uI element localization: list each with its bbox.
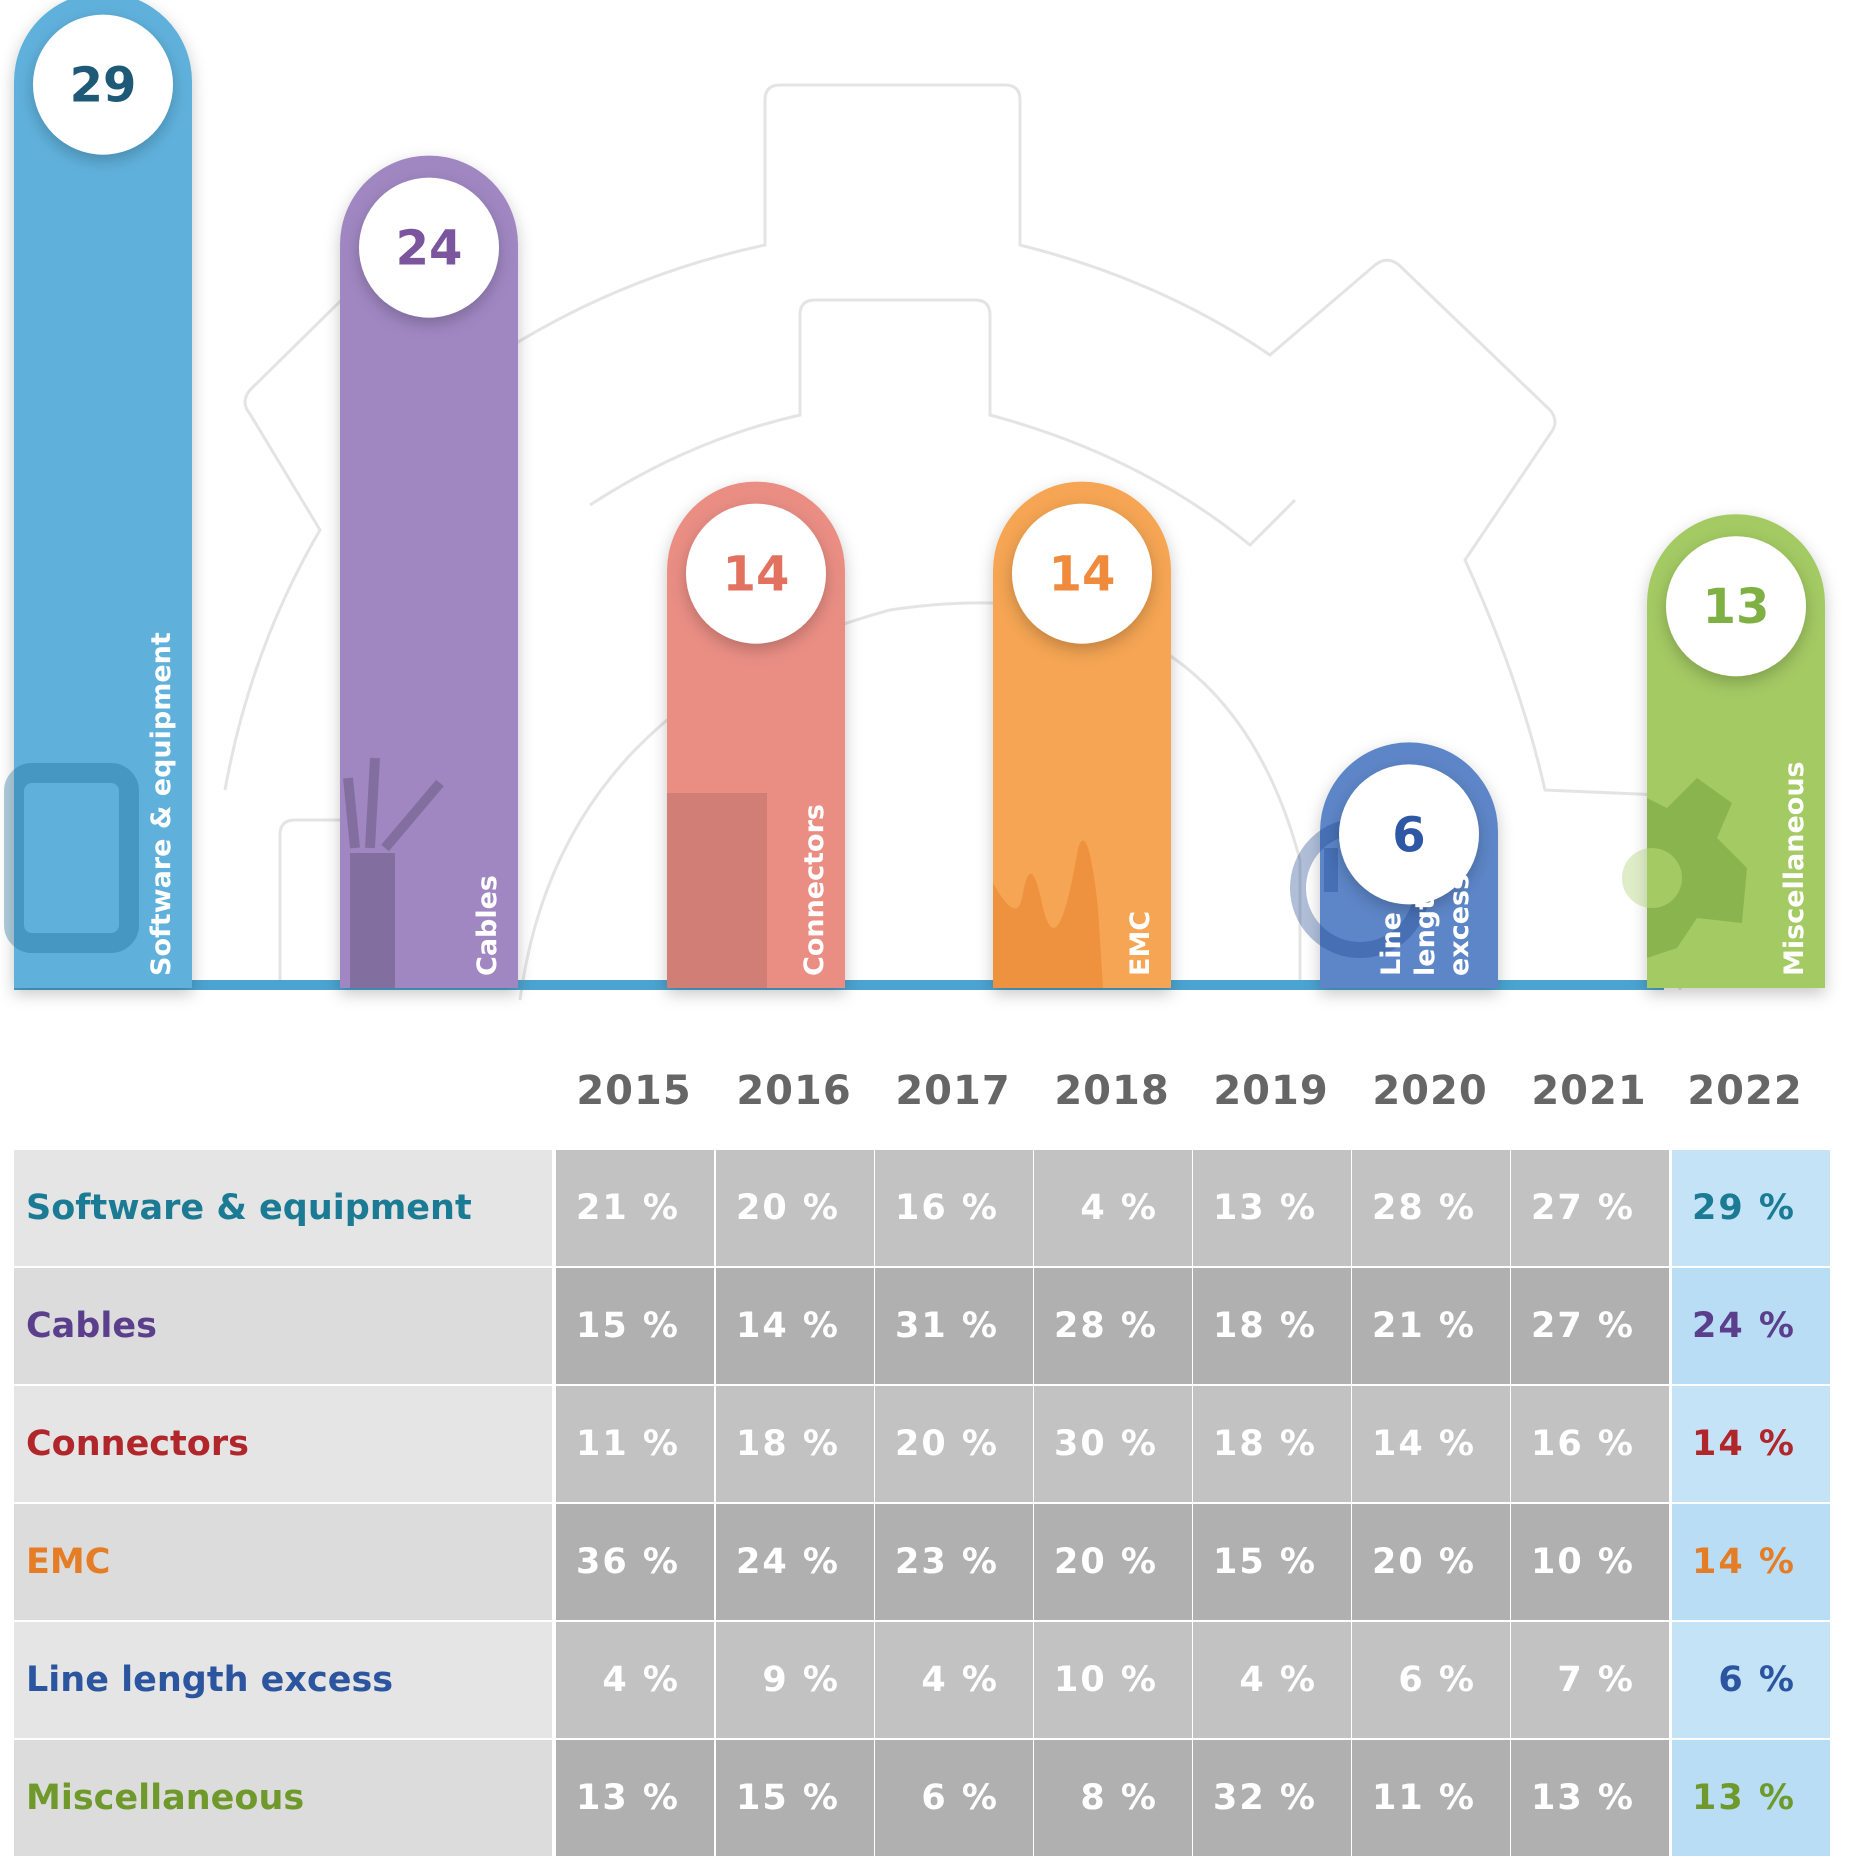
year-header-2018: 2018 bbox=[1054, 1068, 1170, 1114]
year-header-2020: 2020 bbox=[1372, 1068, 1488, 1114]
bar-value-4: 14 bbox=[1049, 547, 1116, 603]
table-row: Cables 15 % 14 % 31 % 28 % 18 % 21 % 27 % 24 % bbox=[14, 1268, 1830, 1384]
bar-chart: 29 Software & equipment 24 Cables 14 Connecto… bbox=[4, 0, 1825, 1001]
bar-label-3: Connectors bbox=[799, 804, 830, 976]
table-cell: 13 % bbox=[1511, 1740, 1669, 1856]
table-cell: 14 % bbox=[716, 1268, 874, 1384]
cable-icon bbox=[343, 757, 444, 988]
table-cell: 10 % bbox=[1034, 1622, 1192, 1738]
value-badge-6 bbox=[1666, 536, 1806, 677]
signal-wave-icon bbox=[993, 840, 1103, 988]
year-header-2021: 2021 bbox=[1531, 1068, 1647, 1114]
table-cell: 6 % bbox=[875, 1740, 1033, 1856]
table-row: Connectors 11 % 18 % 20 % 30 % 18 % 14 % 16 % 14… bbox=[14, 1386, 1830, 1502]
table-cell: 8 % bbox=[1034, 1740, 1192, 1856]
table-row: EMC 36 % 24 % 23 % 20 % 15 % 20 % 10 % 14 % bbox=[14, 1504, 1830, 1620]
table-cell: 29 % bbox=[1672, 1150, 1830, 1266]
table-cell: 18 % bbox=[1193, 1268, 1351, 1384]
row-label: EMC bbox=[14, 1504, 552, 1620]
table-cell: 4 % bbox=[875, 1622, 1033, 1738]
bar-label-2: Cables bbox=[472, 875, 503, 976]
table-cell: 4 % bbox=[1193, 1622, 1351, 1738]
row-label: Cables bbox=[14, 1268, 552, 1384]
value-badge-1 bbox=[33, 14, 173, 155]
table-row: Miscellaneous 13 % 15 % 6 % 8 % 32 % 11 % 13 % 1… bbox=[14, 1740, 1830, 1856]
value-badge-4 bbox=[1012, 503, 1152, 644]
bar-1 bbox=[14, 0, 192, 988]
table-cell: 36 % bbox=[556, 1504, 714, 1620]
table-cell: 6 % bbox=[1352, 1622, 1510, 1738]
table-cell: 15 % bbox=[556, 1268, 714, 1384]
table-row: Software & equipment 21 % 20 % 16 % 4 % 13 % 2… bbox=[14, 1150, 1830, 1266]
table-cell: 9 % bbox=[716, 1622, 874, 1738]
table-cell: 28 % bbox=[1352, 1150, 1510, 1266]
table-cell: 18 % bbox=[1193, 1386, 1351, 1502]
table-cell: 32 % bbox=[1193, 1740, 1351, 1856]
table-cell: 15 % bbox=[1193, 1504, 1351, 1620]
bar-value-5: 6 bbox=[1392, 807, 1425, 863]
bar-label-1: Software & equipment bbox=[146, 632, 177, 976]
table-cell: 14 % bbox=[1672, 1386, 1830, 1502]
table-cell: 21 % bbox=[556, 1150, 714, 1266]
year-header-2022: 2022 bbox=[1687, 1068, 1803, 1114]
background-gear-icon bbox=[223, 83, 1682, 1001]
year-header-2019: 2019 bbox=[1213, 1068, 1329, 1114]
bar-label-5-1: Line bbox=[1376, 912, 1407, 976]
year-header-2017: 2017 bbox=[895, 1068, 1011, 1114]
table-cell: 24 % bbox=[1672, 1268, 1830, 1384]
bars-group: 29 Software & equipment 24 Cables 14 Connecto… bbox=[4, 0, 1825, 990]
table-cell: 30 % bbox=[1034, 1386, 1192, 1502]
row-label: Miscellaneous bbox=[14, 1740, 552, 1856]
table-row: Line length excess 4 % 9 % 4 % 10 % 4 % 6 % 7 %… bbox=[14, 1622, 1830, 1738]
bar-label-4: EMC bbox=[1125, 911, 1156, 976]
table-cell: 11 % bbox=[1352, 1740, 1510, 1856]
bar-value-6: 13 bbox=[1703, 579, 1770, 635]
value-badge-3 bbox=[686, 503, 826, 644]
table-cell: 14 % bbox=[1352, 1386, 1510, 1502]
table-cell: 20 % bbox=[1034, 1504, 1192, 1620]
table-cell: 31 % bbox=[875, 1268, 1033, 1384]
gear-icon bbox=[1622, 778, 1747, 958]
table-cell: 11 % bbox=[556, 1386, 714, 1502]
table-cell: 20 % bbox=[875, 1386, 1033, 1502]
table-cell: 21 % bbox=[1352, 1268, 1510, 1384]
table-cell: 20 % bbox=[716, 1150, 874, 1266]
table-cell: 27 % bbox=[1511, 1150, 1669, 1266]
table-cell: 6 % bbox=[1672, 1622, 1830, 1738]
table-cell: 23 % bbox=[875, 1504, 1033, 1620]
bar-value-1: 29 bbox=[70, 58, 137, 114]
value-badge-2 bbox=[359, 177, 499, 318]
table-cell: 20 % bbox=[1352, 1504, 1510, 1620]
table-cell: 16 % bbox=[1511, 1386, 1669, 1502]
bar-value-3: 14 bbox=[723, 547, 790, 603]
row-label: Connectors bbox=[14, 1386, 552, 1502]
connector-icon bbox=[667, 793, 767, 988]
monitor-icon bbox=[4, 763, 139, 953]
table-cell: 16 % bbox=[875, 1150, 1033, 1266]
table-cell: 18 % bbox=[716, 1386, 874, 1502]
table-cell: 7 % bbox=[1511, 1622, 1669, 1738]
row-label: Software & equipment bbox=[14, 1150, 552, 1266]
year-header-2015: 2015 bbox=[576, 1068, 692, 1114]
table-cell: 10 % bbox=[1511, 1504, 1669, 1620]
bar-label-6: Miscellaneous bbox=[1779, 761, 1810, 976]
value-badge-5 bbox=[1339, 764, 1479, 905]
table-cell: 13 % bbox=[1672, 1740, 1830, 1856]
table-cell: 14 % bbox=[1672, 1504, 1830, 1620]
bar-value-2: 24 bbox=[396, 221, 463, 277]
year-header-2016: 2016 bbox=[736, 1068, 852, 1114]
table-cell: 13 % bbox=[1193, 1150, 1351, 1266]
table-cell: 28 % bbox=[1034, 1268, 1192, 1384]
table-cell: 24 % bbox=[716, 1504, 874, 1620]
bar-label-5-3: excess bbox=[1444, 874, 1475, 976]
table-cell: 15 % bbox=[716, 1740, 874, 1856]
table-cell: 4 % bbox=[556, 1622, 714, 1738]
bar-2 bbox=[340, 155, 518, 989]
table-cell: 27 % bbox=[1511, 1268, 1669, 1384]
table-cell: 4 % bbox=[1034, 1150, 1192, 1266]
table-cell: 13 % bbox=[556, 1740, 714, 1856]
row-label: Line length excess bbox=[14, 1622, 552, 1738]
bar-label-5-2: length bbox=[1410, 878, 1441, 976]
